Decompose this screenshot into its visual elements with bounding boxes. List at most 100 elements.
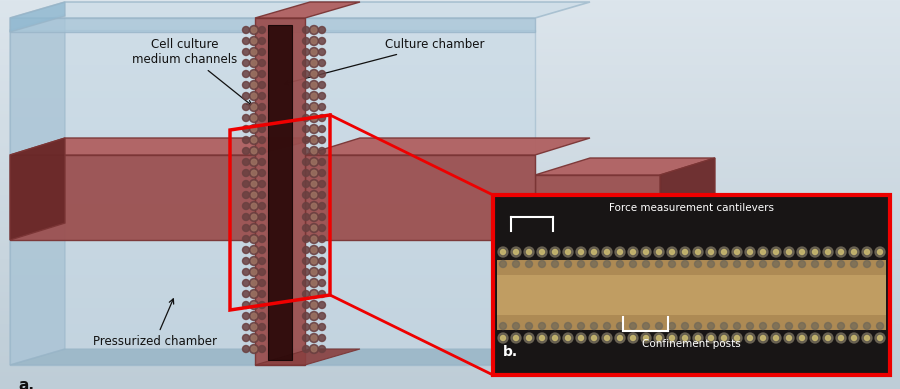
Circle shape	[875, 247, 885, 257]
Circle shape	[602, 247, 612, 257]
Circle shape	[242, 82, 249, 89]
Circle shape	[771, 247, 781, 257]
Circle shape	[311, 214, 317, 220]
Circle shape	[249, 245, 258, 254]
Circle shape	[319, 258, 326, 265]
Circle shape	[526, 249, 532, 254]
Text: b.: b.	[503, 345, 518, 359]
Circle shape	[302, 26, 310, 33]
Circle shape	[311, 181, 317, 187]
Circle shape	[851, 335, 857, 340]
Circle shape	[258, 126, 265, 133]
Circle shape	[862, 247, 872, 257]
Circle shape	[708, 335, 714, 340]
Circle shape	[565, 249, 571, 254]
Circle shape	[258, 203, 265, 210]
Circle shape	[310, 191, 319, 200]
Circle shape	[656, 335, 662, 340]
Circle shape	[258, 345, 265, 352]
Circle shape	[576, 333, 586, 343]
Circle shape	[302, 180, 310, 187]
Circle shape	[249, 158, 258, 166]
Circle shape	[251, 82, 256, 88]
Circle shape	[310, 202, 319, 210]
Circle shape	[681, 322, 688, 329]
Circle shape	[251, 280, 256, 286]
Circle shape	[839, 249, 843, 254]
Circle shape	[550, 247, 560, 257]
Circle shape	[813, 249, 817, 254]
Circle shape	[745, 247, 755, 257]
Bar	[493, 195, 890, 375]
Circle shape	[242, 170, 249, 177]
Polygon shape	[10, 30, 535, 365]
Circle shape	[538, 322, 545, 329]
Polygon shape	[10, 2, 65, 32]
Circle shape	[302, 324, 310, 331]
Circle shape	[310, 114, 319, 123]
Circle shape	[878, 335, 883, 340]
Circle shape	[249, 26, 258, 35]
Circle shape	[249, 179, 258, 189]
Circle shape	[249, 279, 258, 287]
Circle shape	[319, 268, 326, 275]
Circle shape	[251, 192, 256, 198]
Circle shape	[823, 333, 833, 343]
Circle shape	[242, 26, 249, 33]
Circle shape	[251, 49, 256, 55]
Circle shape	[242, 224, 249, 231]
Circle shape	[242, 258, 249, 265]
Circle shape	[310, 256, 319, 266]
Circle shape	[249, 312, 258, 321]
Circle shape	[319, 170, 326, 177]
Circle shape	[319, 137, 326, 144]
Circle shape	[745, 333, 755, 343]
Circle shape	[311, 269, 317, 275]
Circle shape	[746, 322, 753, 329]
Circle shape	[249, 70, 258, 79]
Circle shape	[310, 322, 319, 331]
Circle shape	[258, 147, 265, 154]
Circle shape	[249, 268, 258, 277]
Circle shape	[590, 322, 598, 329]
Circle shape	[311, 335, 317, 341]
Circle shape	[311, 313, 317, 319]
Circle shape	[721, 322, 727, 329]
Circle shape	[242, 49, 249, 56]
Circle shape	[319, 214, 326, 221]
Circle shape	[863, 261, 870, 268]
Circle shape	[242, 235, 249, 242]
Circle shape	[810, 333, 820, 343]
Circle shape	[311, 291, 317, 297]
Circle shape	[797, 247, 807, 257]
Circle shape	[258, 170, 265, 177]
Circle shape	[258, 114, 265, 121]
Circle shape	[251, 236, 256, 242]
Circle shape	[249, 256, 258, 266]
Circle shape	[310, 224, 319, 233]
Circle shape	[302, 191, 310, 198]
Circle shape	[310, 47, 319, 56]
Circle shape	[251, 346, 256, 352]
Circle shape	[877, 261, 884, 268]
Circle shape	[836, 333, 846, 343]
Circle shape	[258, 280, 265, 287]
Circle shape	[696, 249, 700, 254]
Circle shape	[258, 60, 265, 67]
Circle shape	[670, 335, 674, 340]
Circle shape	[302, 137, 310, 144]
Circle shape	[311, 104, 317, 110]
Circle shape	[641, 333, 651, 343]
Polygon shape	[10, 2, 590, 18]
Polygon shape	[535, 158, 715, 175]
Circle shape	[760, 249, 766, 254]
Circle shape	[825, 335, 831, 340]
Circle shape	[849, 333, 859, 343]
Circle shape	[563, 333, 573, 343]
Circle shape	[249, 47, 258, 56]
Circle shape	[310, 268, 319, 277]
Circle shape	[631, 249, 635, 254]
Circle shape	[249, 212, 258, 221]
Circle shape	[242, 37, 249, 44]
Circle shape	[249, 91, 258, 100]
